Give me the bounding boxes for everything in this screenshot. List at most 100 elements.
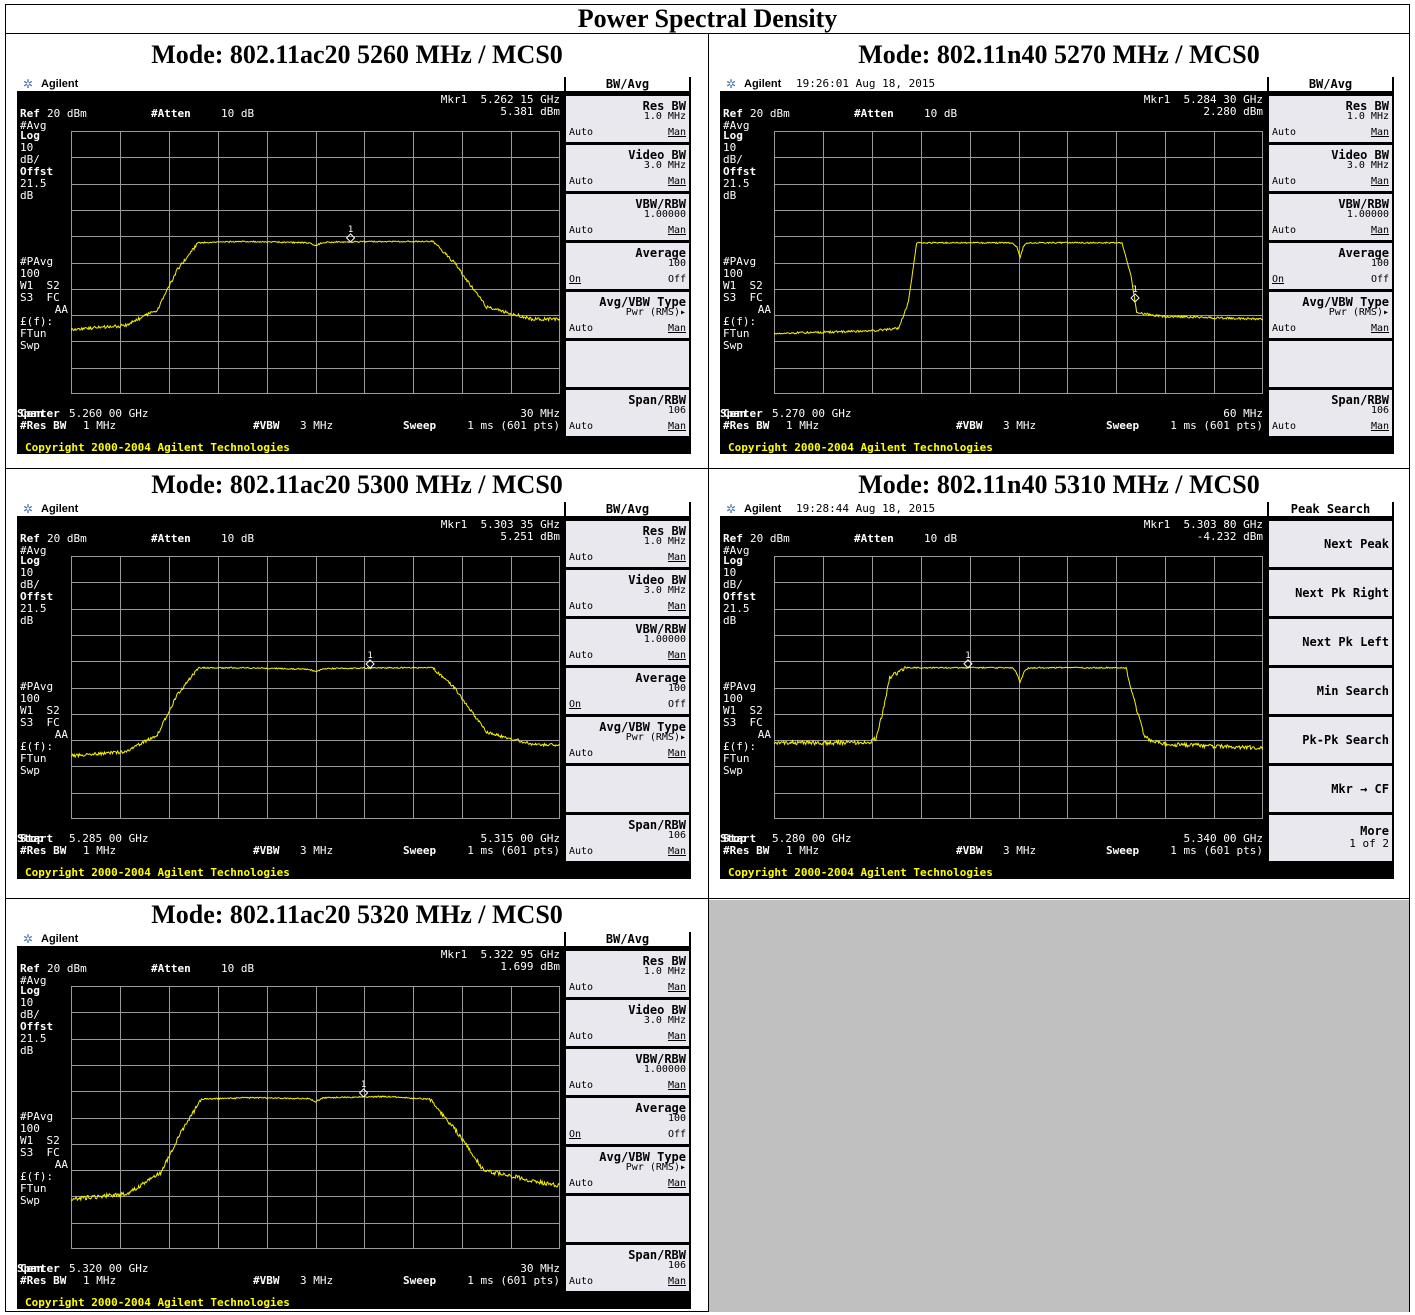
brand-label: Agilent <box>41 78 79 90</box>
softkey-button[interactable]: VBW/RBW 1.00000 Auto Man <box>566 1049 689 1095</box>
avg-mode: #Avg <box>20 544 47 557</box>
softkey-button[interactable]: Video BW 3.0 MHz Auto Man <box>566 145 689 191</box>
span-right-label: Span <box>720 407 747 420</box>
agilent-logo-icon: ✲ <box>726 77 737 91</box>
softkey-option-left: Auto <box>569 601 594 612</box>
softkey-button[interactable] <box>566 766 689 812</box>
softkey-option-right: Man <box>1370 176 1389 187</box>
plot-frame <box>774 556 1263 819</box>
softkey-button[interactable]: Average 100 On Off <box>566 1098 689 1144</box>
vbw-label: #VBW <box>253 1274 280 1287</box>
ref-label: Ref <box>20 962 40 975</box>
scale-value: 10 <box>723 566 737 579</box>
softkey-button[interactable]: Avg/VBW Type Pwr (RMS)▸ Auto Man <box>566 292 689 338</box>
log-label: Log <box>20 129 40 142</box>
softkey-option-left: Auto <box>569 1031 594 1042</box>
softkey-button[interactable]: VBW/RBW 1.00000 Auto Man <box>566 194 689 240</box>
softkey-value: 3.0 MHz <box>1346 160 1389 171</box>
marker-readout: Mkr1 5.303 80 GHz <box>1143 518 1263 531</box>
scale-value: 10 <box>20 141 34 154</box>
softkey-option-left: Auto <box>1272 127 1297 138</box>
span-left-value: 5.270 00 GHz <box>772 407 852 420</box>
ftun-label: FTun <box>20 752 47 765</box>
vbw-label: #VBW <box>956 844 983 857</box>
scale-value: 10 <box>723 141 737 154</box>
scale-unit: dB/ <box>723 578 743 591</box>
offset-label: Offst <box>20 1020 54 1033</box>
softkey-button[interactable]: Span/RBW 106 Auto Man <box>1269 390 1392 436</box>
softkey-button[interactable]: Avg/VBW Type Pwr (RMS)▸ Auto Man <box>566 717 689 763</box>
softkey-option-left: Auto <box>569 323 594 334</box>
softkey-option-left: On <box>1272 274 1285 285</box>
table-divider-vertical <box>708 34 709 1312</box>
softkey-button[interactable]: Res BW 1.0 MHz Auto Man <box>566 521 689 567</box>
softkey-button[interactable]: Video BW 3.0 MHz Auto Man <box>566 1000 689 1046</box>
swp-label: Swp <box>20 1194 40 1207</box>
softkey-button[interactable]: Next Pk Right <box>1269 570 1392 616</box>
softkey-more-button[interactable]: More 1 of 2 <box>1269 815 1392 861</box>
s3fc-label: S3 FC <box>20 716 60 729</box>
softkey-button[interactable]: Span/RBW 106 Auto Man <box>566 1245 689 1291</box>
softkey-button[interactable]: Video BW 3.0 MHz Auto Man <box>566 570 689 616</box>
softkey-button[interactable] <box>566 1196 689 1242</box>
aa-label: AA <box>757 728 771 741</box>
softkey-button[interactable]: VBW/RBW 1.00000 Auto Man <box>566 619 689 665</box>
softkey-value: 100 <box>667 1113 686 1124</box>
softkey-button[interactable]: Span/RBW 106 Auto Man <box>566 390 689 436</box>
softkey-button[interactable]: Average 100 On Off <box>1269 243 1392 289</box>
offset-unit: dB <box>723 189 737 202</box>
softkey-panel: BW/Avg Res BW 1.0 MHz Auto Man Video BW 3.0 MH… <box>1267 77 1394 441</box>
softkey-button[interactable]: Res BW 1.0 MHz Auto Man <box>1269 96 1392 142</box>
softkey-button[interactable]: Span/RBW 106 Auto Man <box>566 815 689 861</box>
pavg-label: #PAvg <box>20 1110 54 1123</box>
softkey-button[interactable]: Video BW 3.0 MHz Auto Man <box>1269 145 1392 191</box>
softkey-panel: BW/Avg Res BW 1.0 MHz Auto Man Video BW 3.0 MH… <box>564 502 691 866</box>
softkey-button[interactable]: Pk-Pk Search <box>1269 717 1392 763</box>
vbw-value: 3 MHz <box>300 1274 334 1287</box>
softkey-option-right: Man <box>667 1276 686 1287</box>
softkey-option-left: Auto <box>569 982 594 993</box>
table-border-left <box>5 34 6 1312</box>
softkey-button[interactable]: Res BW 1.0 MHz Auto Man <box>566 951 689 997</box>
softkey-option-right: Man <box>667 1080 686 1091</box>
swp-label: Swp <box>20 764 40 777</box>
softkey-button[interactable]: Res BW 1.0 MHz Auto Man <box>566 96 689 142</box>
softkey-value: 1.00000 <box>643 634 686 645</box>
softkey-button[interactable]: VBW/RBW 1.00000 Auto Man <box>1269 194 1392 240</box>
softkey-button[interactable]: Average 100 On Off <box>566 668 689 714</box>
softkey-button[interactable]: Next Peak <box>1269 521 1392 567</box>
spectrum-plot: 1 <box>71 986 560 1249</box>
softkey-option-right: Man <box>667 601 686 612</box>
softkey-button[interactable]: Next Pk Left <box>1269 619 1392 665</box>
ftun-label: FTun <box>723 752 750 765</box>
res-bw-label: #Res BW <box>723 419 770 432</box>
spectrum-plot: 1 <box>71 556 560 819</box>
softkey-button[interactable] <box>1269 341 1392 387</box>
offset-label: Offst <box>20 165 54 178</box>
atten-value: 10 dB <box>221 962 255 975</box>
softkey-option-right: Man <box>667 650 686 661</box>
softkey-value: 3.0 MHz <box>643 1015 686 1026</box>
mode-title: Mode: 802.11n40 5270 MHz / MCS0 <box>858 40 1260 69</box>
ref-label: Ref <box>723 532 743 545</box>
span-left-label: Start <box>20 832 54 845</box>
softkey-menu-title: BW/Avg <box>1269 77 1392 91</box>
softkey-button[interactable]: Mkr → CF <box>1269 766 1392 812</box>
softkey-title: VBW/RBW <box>1338 197 1389 211</box>
softkey-button[interactable] <box>566 341 689 387</box>
softkey-button[interactable]: Min Search <box>1269 668 1392 714</box>
softkey-option-right: Off <box>667 1129 686 1140</box>
res-bw-value: 1 MHz <box>786 844 820 857</box>
softkey-value: 3.0 MHz <box>643 585 686 596</box>
scale-unit: dB/ <box>20 578 40 591</box>
mode-title: Mode: 802.11ac20 5260 MHz / MCS0 <box>151 40 563 69</box>
softkey-menu-title: Peak Search <box>1269 502 1392 516</box>
res-bw-value: 1 MHz <box>83 844 117 857</box>
empty-table-cell <box>709 900 1409 1312</box>
softkey-button[interactable]: Avg/VBW Type Pwr (RMS)▸ Auto Man <box>566 1147 689 1193</box>
softkey-title: Span/RBW <box>1331 393 1389 407</box>
ff-label: £(f): <box>723 315 757 328</box>
softkey-button[interactable]: Avg/VBW Type Pwr (RMS)▸ Auto Man <box>1269 292 1392 338</box>
softkey-button[interactable]: Average 100 On Off <box>566 243 689 289</box>
w1s2-label: W1 S2 <box>723 279 763 292</box>
